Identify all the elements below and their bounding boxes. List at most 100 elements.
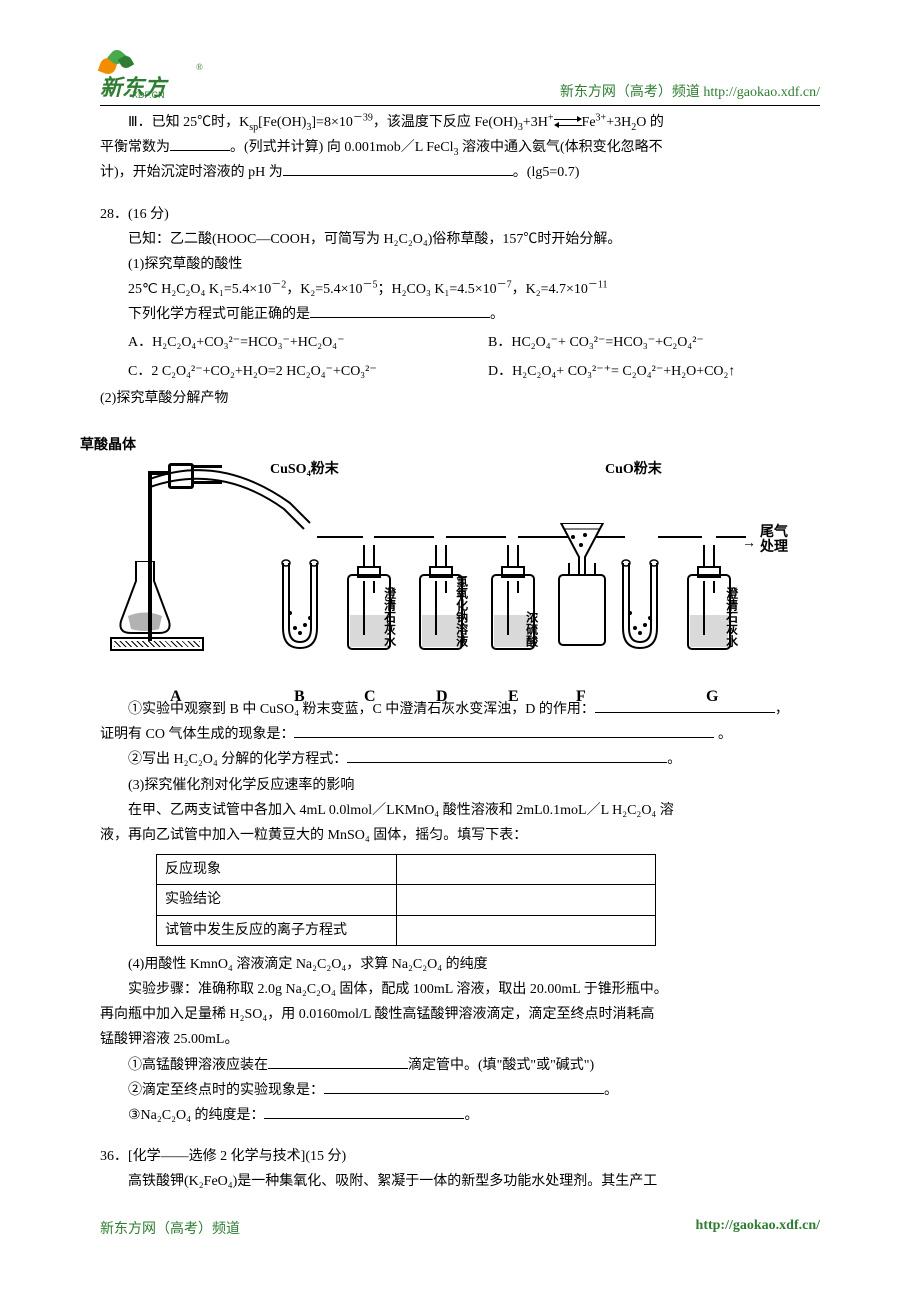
text: (2)探究草酸分解产物 — [100, 386, 820, 411]
table-row: 实验结论 — [157, 885, 656, 915]
blank — [283, 161, 513, 176]
blank — [294, 723, 714, 738]
text: ①实验中观察到 B 中 CuSO₄ 粉末变蓝，C 中澄清石灰水变浑浊，D 的作用… — [128, 702, 595, 717]
text: ，该温度下反应 Fe(OH) — [373, 115, 518, 130]
footer-left: 新东方网（高考）频道 — [100, 1218, 240, 1238]
blank — [170, 136, 230, 151]
table-cell — [396, 885, 655, 915]
choice-c: C．2 C₂O₄²⁻+CO₂+H₂O=2 HC₂O₄⁻+CO₃²⁻ — [100, 357, 460, 386]
footer-right: http://gaokao.xdf.cn/ — [696, 1218, 820, 1238]
table-row: 反应现象 — [157, 855, 656, 885]
connector-icon — [446, 536, 506, 538]
label-letter: C — [364, 683, 376, 712]
table-row: 试管中发生反应的离子方程式 — [157, 915, 656, 945]
text: (3)探究催化剂对化学反应速率的影响 — [100, 773, 820, 798]
text: (4)用酸性 KmnO₄ 溶液滴定 Na₂C₂O₄，求算 Na₂C₂O₄ 的纯度 — [100, 952, 820, 977]
superscript: －2 — [271, 279, 286, 290]
question-title: 36．[化学——选修 2 化学与技术](15 分) — [100, 1144, 820, 1169]
text: O 的 — [636, 115, 664, 130]
table-cell: 试管中发生反应的离子方程式 — [157, 915, 397, 945]
question-36: 36．[化学——选修 2 化学与技术](15 分) 高铁酸钾(K₂FeO₄)是一… — [100, 1144, 820, 1194]
text: ③Na₂C₂O₄ 的纯度是： — [128, 1108, 264, 1123]
connector-icon — [595, 536, 625, 538]
text: 已知：乙二酸(HOOC—COOH，可简写为 H₂C₂O₄)俗称草酸，157℃时开… — [100, 227, 820, 252]
text: Ⅲ．已知 25℃时，K — [128, 115, 249, 130]
label-letter: G — [706, 683, 718, 712]
superscript: －39 — [353, 112, 373, 123]
superscript: －7 — [497, 279, 512, 290]
label-c: 澄清石灰水 — [378, 587, 400, 647]
blank — [264, 1104, 464, 1119]
table-cell — [396, 915, 655, 945]
choice-d: D．H₂C₂O₄+ CO₃²⁻⁺= C₂O₄²⁻+H₂O+CO₂↑ — [460, 357, 820, 386]
choice-list: A．H₂C₂O₄+CO₃²⁻=HCO₃⁻+HC₂O₄⁻ B．HC₂O₄⁻+ CO… — [100, 328, 820, 386]
tube-icon — [150, 443, 320, 543]
choice-a: A．H₂C₂O₄+CO₃²⁻=HCO₃⁻+HC₂O₄⁻ — [100, 328, 460, 357]
blank — [347, 748, 667, 763]
text: 。 — [604, 1083, 618, 1098]
blank — [595, 698, 775, 713]
text: ②写出 H₂C₂O₄ 分解的化学方程式： — [128, 752, 347, 767]
label-e: 浓硫酸 — [520, 611, 542, 647]
logo: 新东方 XDF.CN ® — [100, 50, 210, 95]
label-g: 澄清石灰水 — [720, 587, 742, 647]
choice-b: B．HC₂O₄⁻+ CO₃²⁻=HCO₃⁻+C₂O₄²⁻ — [460, 328, 820, 357]
label-cuo: CuO粉末 — [605, 457, 662, 482]
text: 。(lg5=0.7) — [513, 165, 580, 180]
stand-icon — [110, 637, 204, 651]
text: 。 — [714, 727, 732, 742]
label-letter: B — [294, 683, 305, 712]
text: 25℃ H₂C₂O₄ K₁=5.4×10 — [128, 282, 271, 297]
apparatus-diagram: 草酸晶体 CuSO₄粉末 CuO粉末 — [80, 421, 800, 691]
blank — [268, 1054, 408, 1069]
text: 。 — [667, 752, 681, 767]
text: +3H — [606, 115, 631, 130]
text: ， — [775, 702, 789, 717]
question-28: 28．(16 分) 已知：乙二酸(HOOC—COOH，可简写为 H₂C₂O₄)俗… — [100, 202, 820, 1129]
text: 下列化学方程式可能正确的是 — [128, 307, 310, 322]
text: ①高锰酸钾溶液应装在 — [128, 1058, 268, 1073]
text: 锰酸钾溶液 25.00mL。 — [100, 1027, 820, 1052]
label-crystal: 草酸晶体 — [80, 433, 136, 458]
connector-icon — [518, 536, 568, 538]
text: 液，再向乙试管中加入一粒黄豆大的 MnSO₄ 固体，摇匀。填写下表： — [100, 823, 820, 848]
text: 实验步骤：准确称取 2.0g Na₂C₂O₄ 固体，配成 100mL 溶液，取出… — [100, 977, 820, 1002]
text: (1)探究草酸的酸性 — [100, 252, 820, 277]
text: 证明有 CO 气体生成的现象是： — [100, 727, 294, 742]
text: ，K₂=4.7×10 — [512, 282, 588, 297]
text: 滴定管中。(填"酸式"或"碱式") — [408, 1058, 594, 1073]
connector-icon — [658, 536, 702, 538]
text: ②滴定至终点时的实验现象是： — [128, 1083, 324, 1098]
text: 平衡常数为 — [100, 140, 170, 155]
logo-url: XDF.CN — [132, 90, 165, 100]
text: ，K₂=5.4×10 — [286, 282, 362, 297]
table-cell: 反应现象 — [157, 855, 397, 885]
question-title: 28．(16 分) — [100, 202, 820, 227]
label-d: 氢氧化钠溶液 — [450, 575, 472, 647]
blank — [324, 1079, 604, 1094]
label-letter: F — [576, 683, 586, 712]
header-divider — [100, 105, 820, 106]
table-cell: 实验结论 — [157, 885, 397, 915]
text: Fe — [582, 115, 596, 130]
label-letter: E — [508, 683, 519, 712]
blank — [310, 303, 490, 318]
superscript: －11 — [588, 279, 608, 290]
subscript: sp — [249, 122, 258, 133]
label-letter: A — [170, 683, 182, 712]
connector-icon — [317, 536, 363, 538]
utube-icon — [615, 553, 665, 653]
label-tail: 尾气处理 — [760, 525, 800, 556]
text: 。(列式并计算) 向 0.001mob／L FeCl — [230, 140, 453, 155]
subscript: 3 — [453, 147, 458, 158]
connector-icon — [374, 536, 434, 538]
text: 。 — [464, 1108, 478, 1123]
text: 高铁酸钾(K₂FeO₄)是一种集氧化、吸附、絮凝于一体的新型多功能水处理剂。其生… — [100, 1169, 820, 1194]
text: +3H — [523, 115, 548, 130]
superscript: －5 — [363, 279, 378, 290]
text: 计)，开始沉淀时溶液的 pH 为 — [100, 165, 283, 180]
flask-icon — [116, 561, 174, 635]
page: 新东方 XDF.CN ® 新东方网（高考）频道 http://gaokao.xd… — [0, 0, 920, 1268]
logo-registered-icon: ® — [196, 62, 203, 72]
equilibrium-arrow-icon — [554, 118, 582, 128]
